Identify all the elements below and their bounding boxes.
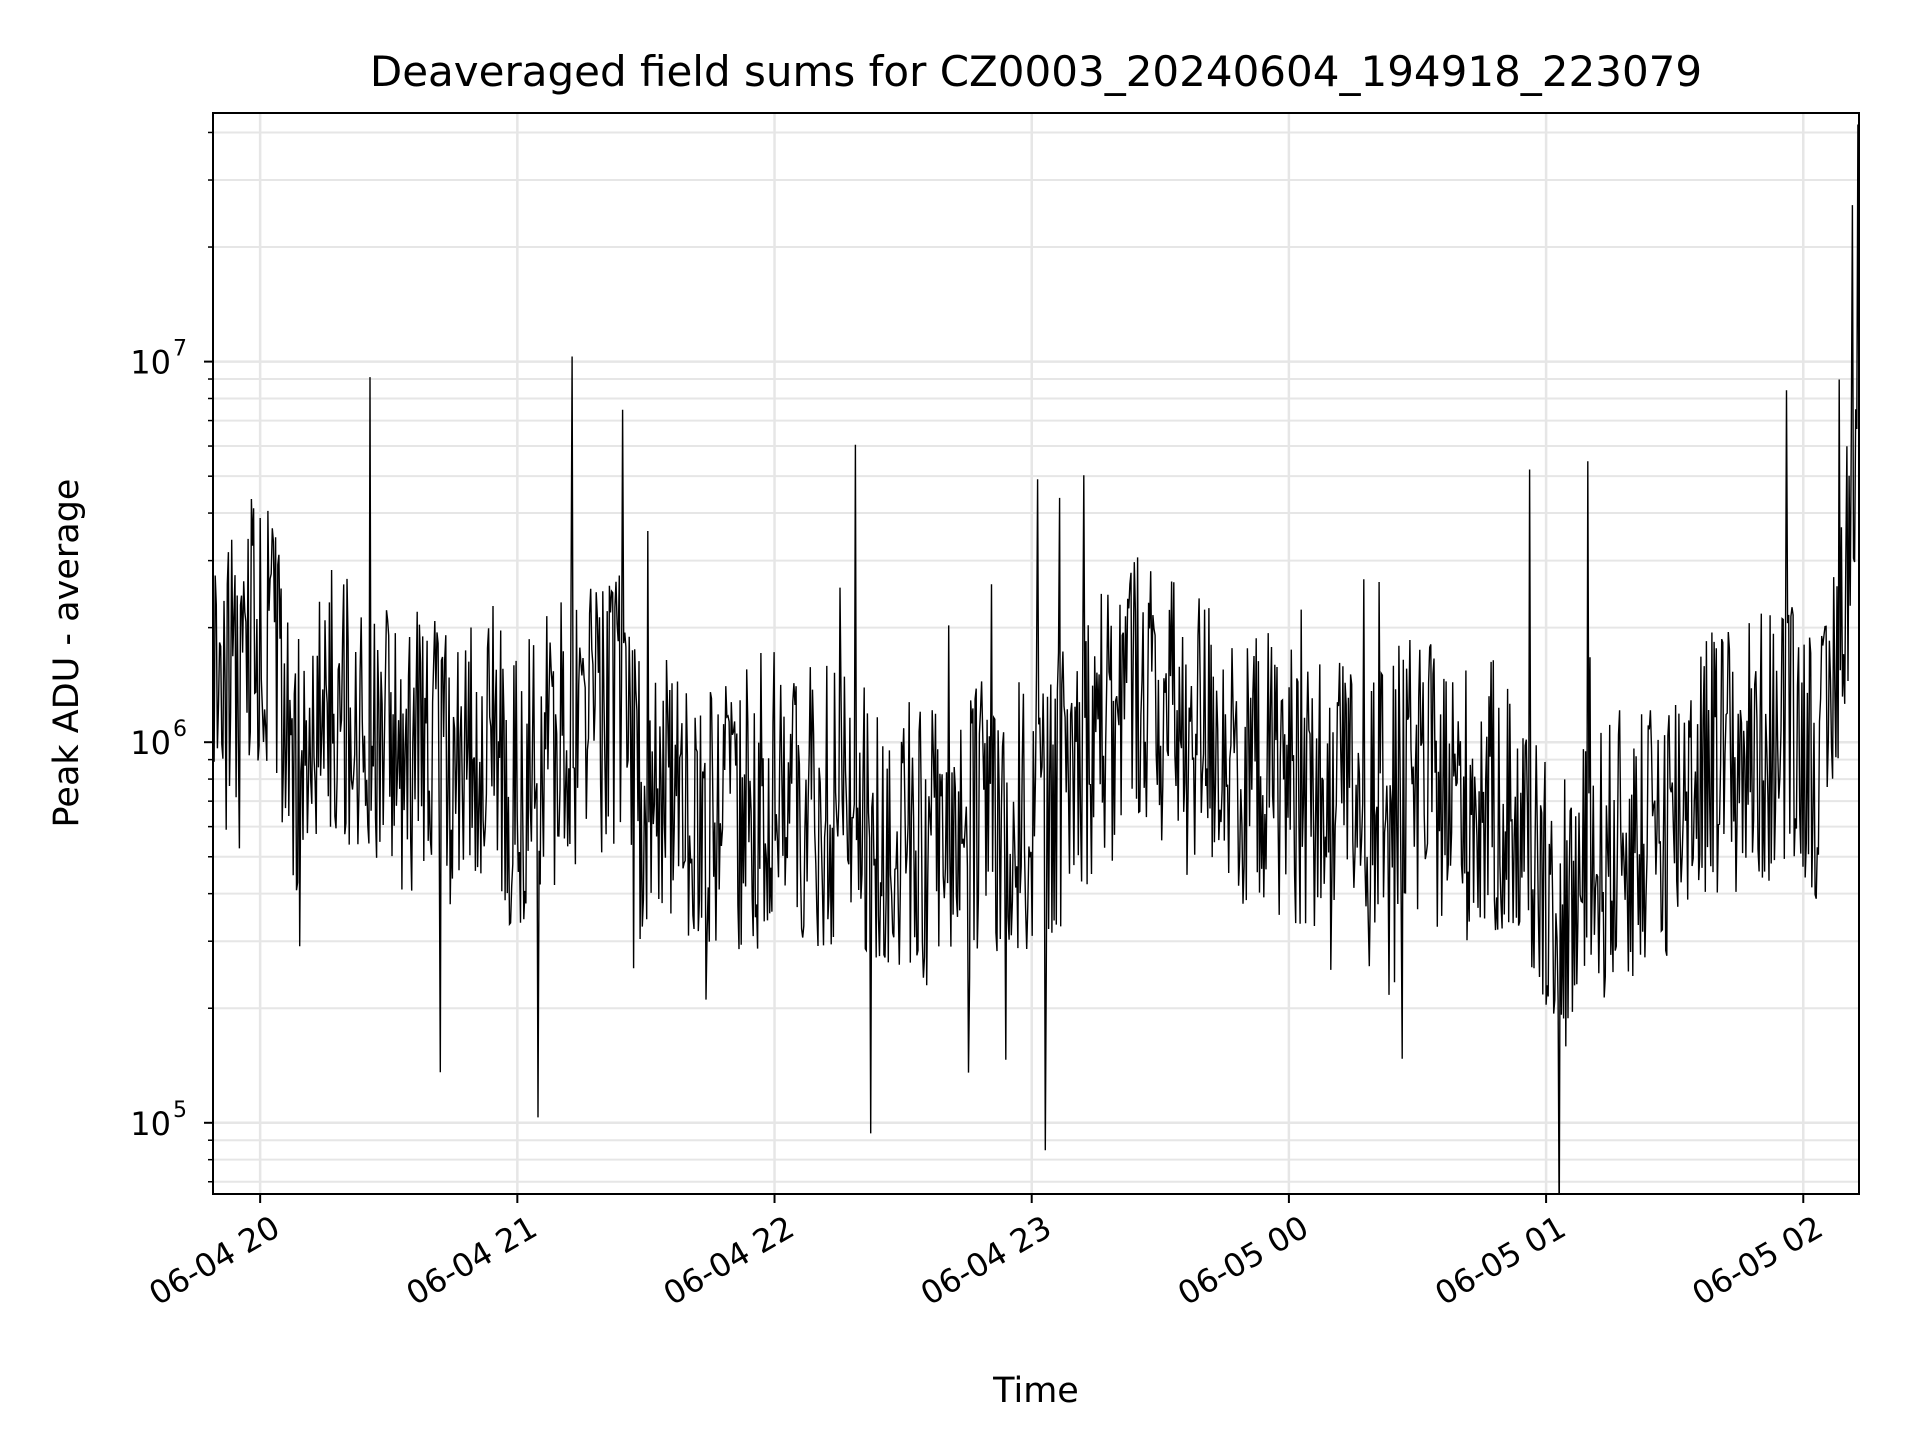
y-tick-label: 10 [130,344,171,382]
y-tick-exponent: 7 [173,337,187,362]
chart-title: Deaveraged field sums for CZ0003_2024060… [370,47,1702,96]
y-tick-label: 10 [130,1105,171,1143]
plot-frame [212,112,1860,1195]
y-tick-exponent: 6 [173,717,187,742]
plot-area [213,124,1859,1194]
y-axis-label: Peak ADU - average [47,479,87,828]
y-tick-label: 10 [130,724,171,762]
x-axis-label: Time [992,1371,1079,1411]
y-tick-exponent: 5 [173,1098,187,1123]
series-line [213,124,1859,1194]
